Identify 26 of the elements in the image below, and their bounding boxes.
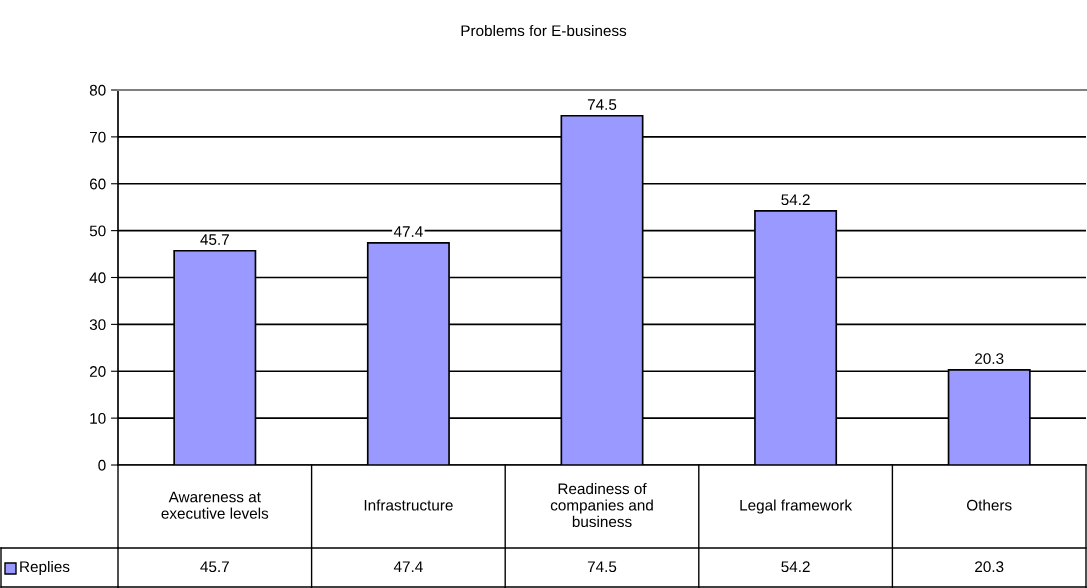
x-tick-label: Infrastructure [364,499,453,511]
data-label: 45.7 [200,561,229,573]
data-label: 47.4 [393,561,423,572]
y-tick-label: 10 [90,412,106,424]
annotation: 74.5 [587,99,617,110]
y-tick-label: 0 [98,459,106,471]
y-tick-label: 60 [89,178,106,190]
data-label: 74.5 [587,561,617,573]
x-tick-label: Legal framework [740,499,853,514]
annotation: 45.7 [200,234,229,245]
y-tick-label: 80 [89,84,106,96]
x-tick-label: Readiness of companies and business [550,482,653,528]
y-tick-label: 30 [89,319,106,331]
data-label: 54.2 [781,561,810,573]
x-tick-label: Awareness at executive levels [161,491,269,519]
y-tick-label: 40 [89,272,106,284]
y-tick-label: 70 [89,131,106,143]
legend-label: Replies [20,560,70,576]
annotation: 20.3 [975,353,1004,365]
annotation: 47.4 [393,226,423,237]
annotation: 54.2 [781,194,810,206]
y-tick-label: 50 [89,225,106,237]
chart-title: Problems for E-business [461,24,627,37]
x-tick-label: Others [967,499,1012,511]
data-label: 20.3 [975,561,1004,573]
y-tick-label: 20 [89,366,106,377]
